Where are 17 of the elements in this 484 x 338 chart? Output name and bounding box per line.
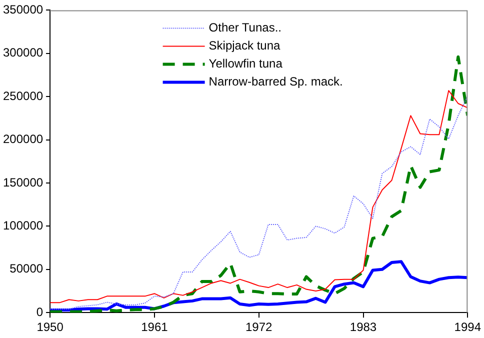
y-tick-label: 0 xyxy=(36,304,44,319)
legend-label: Narrow-barred Sp. mack. xyxy=(208,74,343,89)
y-tick-label: 150000 xyxy=(2,175,44,190)
x-tick-label: 1950 xyxy=(36,320,64,334)
x-tick-label: 1972 xyxy=(245,320,273,334)
x-tick-label: 1994 xyxy=(454,320,482,334)
y-tick-label: 350000 xyxy=(2,2,44,17)
x-tick-label: 1983 xyxy=(350,320,377,334)
x-tick-label: 1961 xyxy=(141,320,168,334)
legend-label: Skipjack tuna xyxy=(208,38,280,53)
y-tick-label: 300000 xyxy=(2,46,44,60)
y-tick-label: 100000 xyxy=(2,218,44,233)
y-tick-label: 250000 xyxy=(2,88,44,103)
legend-label: Other Tunas.. xyxy=(208,20,282,35)
legend-label: Yellowfin tuna xyxy=(208,56,283,71)
y-tick-label: 200000 xyxy=(2,132,44,146)
y-tick-label: 50000 xyxy=(10,262,44,276)
